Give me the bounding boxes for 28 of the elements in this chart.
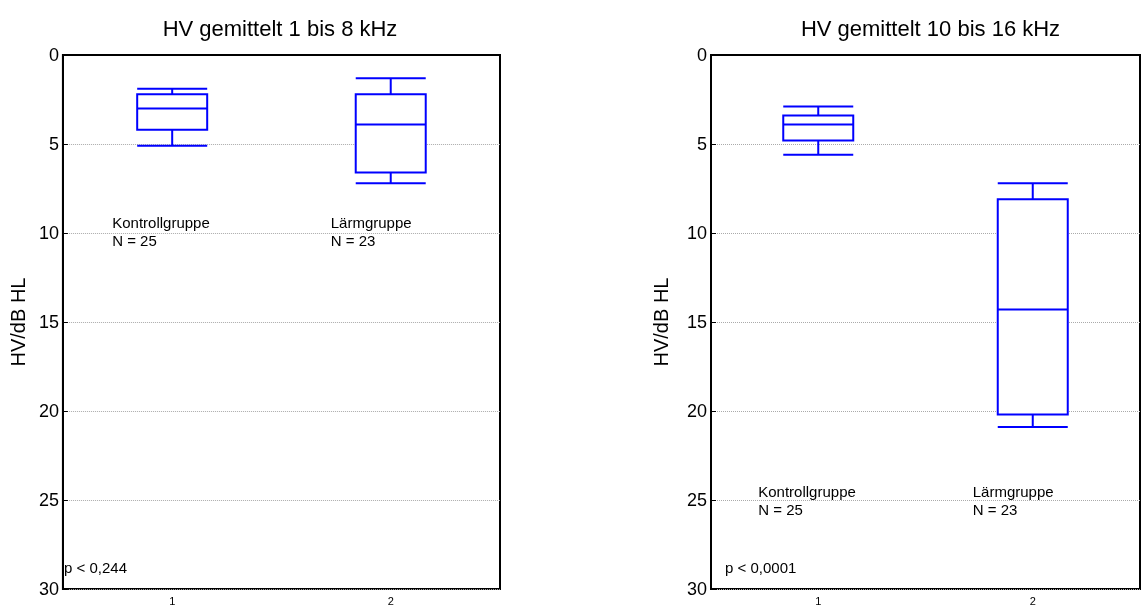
y-axis-title: HV/dB HL <box>7 277 29 367</box>
y-tick-label: 30 <box>38 579 59 599</box>
y-tick-label: 5 <box>48 134 59 154</box>
y-axis-title: HV/dB HL <box>650 277 672 367</box>
x-tick-label: 2 <box>1029 594 1036 607</box>
y-tick-label: 0 <box>696 45 707 65</box>
y-tick-label: 0 <box>48 45 59 65</box>
x-tick-label: 1 <box>169 594 176 607</box>
y-tick-label: 15 <box>38 312 59 332</box>
y-tick-label: 5 <box>696 134 707 154</box>
annotation: Kontrollgruppe N = 25 <box>758 482 856 518</box>
y-tick-label: 20 <box>686 401 707 421</box>
chart-title: HV gemittelt 1 bis 8 kHz <box>162 15 398 41</box>
y-tick-label: 25 <box>38 490 59 510</box>
y-tick-label: 25 <box>686 490 707 510</box>
annotation: p < 0,0001 <box>725 559 797 576</box>
y-tick-label: 20 <box>38 401 59 421</box>
annotation: p < 0,244 <box>64 559 127 576</box>
x-tick-label: 2 <box>387 594 394 607</box>
y-tick-label: 10 <box>686 223 707 243</box>
y-tick-label: 10 <box>38 223 59 243</box>
chart-title: HV gemittelt 10 bis 16 kHz <box>800 15 1061 41</box>
x-tick-label: 1 <box>815 594 822 607</box>
annotation: Lärmgruppe N = 23 <box>972 482 1054 518</box>
y-tick-label: 30 <box>686 579 707 599</box>
annotation: Kontrollgruppe N = 25 <box>112 213 210 249</box>
y-tick-label: 15 <box>686 312 707 332</box>
annotation: Lärmgruppe N = 23 <box>330 213 412 249</box>
